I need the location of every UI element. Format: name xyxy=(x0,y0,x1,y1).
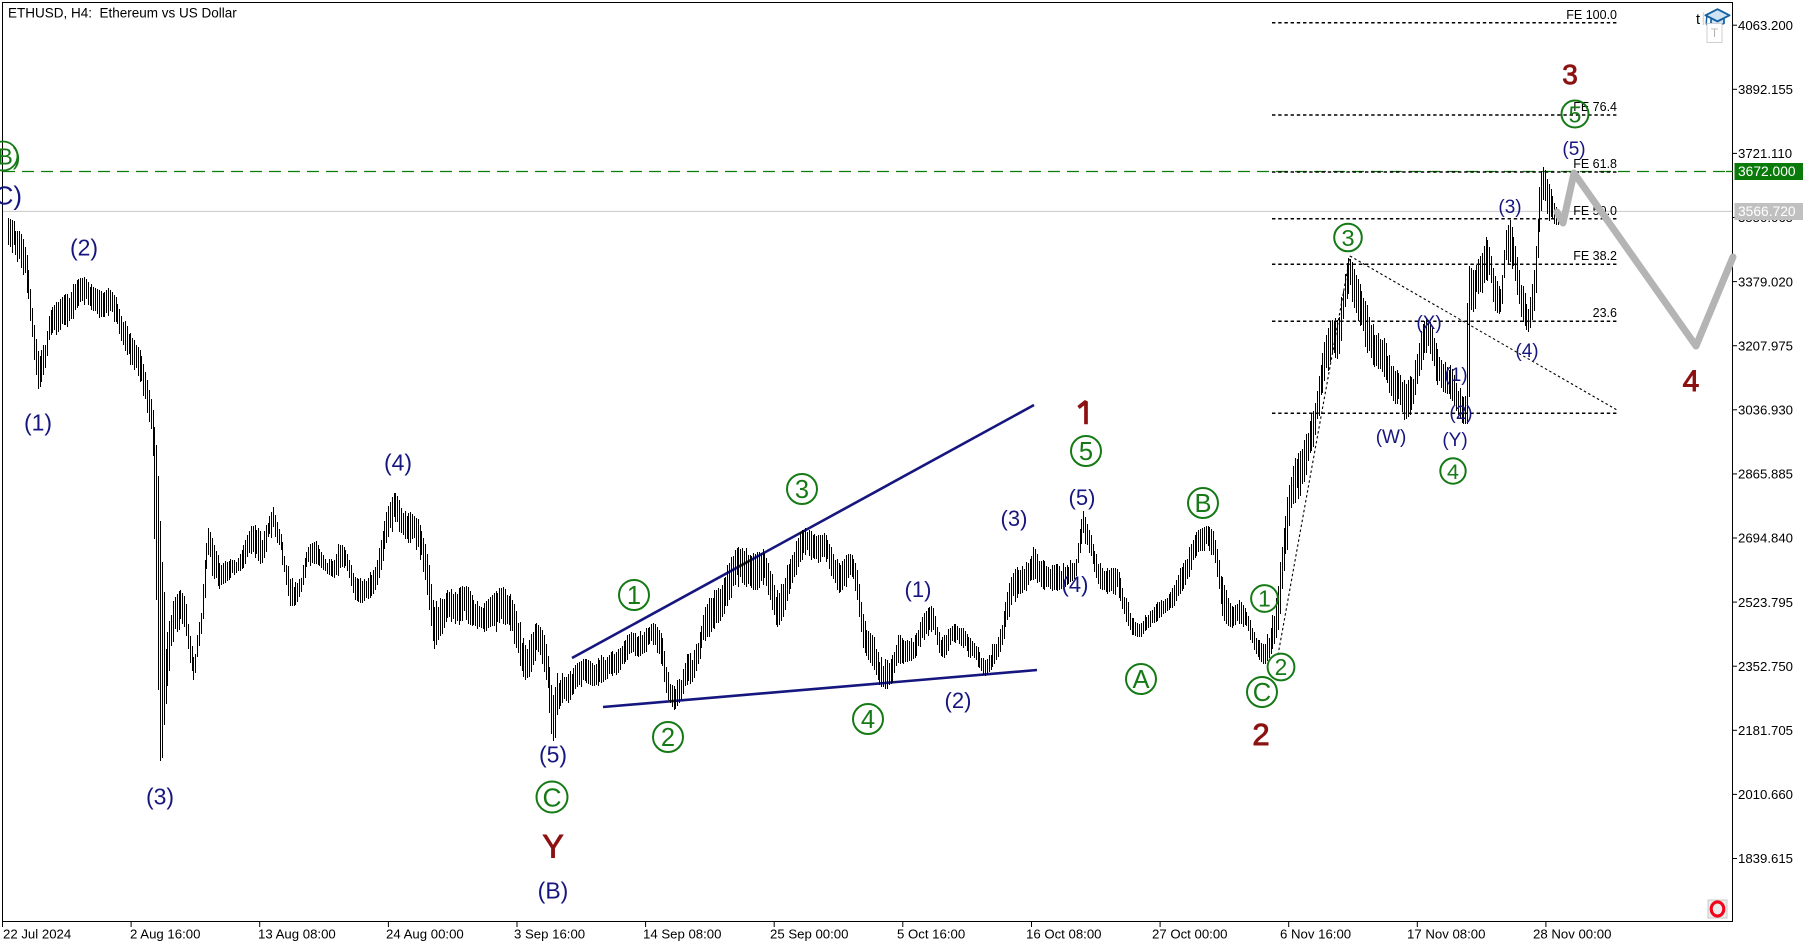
svg-text:C: C xyxy=(543,782,562,812)
svg-text:3892.155: 3892.155 xyxy=(1738,82,1793,97)
svg-text:22 Jul 2024: 22 Jul 2024 xyxy=(3,927,71,942)
svg-text:Y: Y xyxy=(542,829,563,865)
svg-text:3: 3 xyxy=(1562,59,1578,90)
svg-text:(X): (X) xyxy=(1416,313,1441,334)
svg-text:6 Nov 16:00: 6 Nov 16:00 xyxy=(1280,927,1351,942)
svg-text:(1): (1) xyxy=(1444,365,1467,386)
svg-text:A: A xyxy=(1132,666,1149,694)
svg-text:(C): (C) xyxy=(0,180,22,210)
svg-text:3036.930: 3036.930 xyxy=(1738,403,1793,418)
svg-text:(1): (1) xyxy=(905,577,932,602)
svg-text:17 Nov 08:00: 17 Nov 08:00 xyxy=(1407,927,1485,942)
svg-text:(W): (W) xyxy=(1376,427,1407,448)
svg-text:ETHUSD, H4: Ethereum vs US Do: ETHUSD, H4: Ethereum vs US Dollar xyxy=(8,6,237,21)
svg-text:(Y): (Y) xyxy=(1442,430,1467,451)
svg-text:2694.840: 2694.840 xyxy=(1738,531,1793,546)
svg-text:(2): (2) xyxy=(1449,403,1472,424)
svg-text:24 Aug 00:00: 24 Aug 00:00 xyxy=(386,927,464,942)
svg-text:25 Sep 00:00: 25 Sep 00:00 xyxy=(770,927,848,942)
svg-text:2523.795: 2523.795 xyxy=(1738,595,1793,610)
svg-text:1839.615: 1839.615 xyxy=(1738,851,1793,866)
svg-text:(1): (1) xyxy=(24,409,52,435)
svg-text:C: C xyxy=(1253,679,1271,707)
svg-text:FE 38.2: FE 38.2 xyxy=(1573,249,1617,263)
svg-text:(3): (3) xyxy=(1001,506,1028,531)
svg-text:3: 3 xyxy=(795,476,809,504)
svg-text:(2): (2) xyxy=(70,234,98,260)
svg-text:(4): (4) xyxy=(1062,572,1089,597)
svg-text:(5): (5) xyxy=(1069,485,1096,510)
svg-text:3566.720: 3566.720 xyxy=(1738,204,1796,219)
svg-text:14 Sep 08:00: 14 Sep 08:00 xyxy=(643,927,721,942)
svg-text:4: 4 xyxy=(1447,459,1459,484)
svg-text:T: T xyxy=(1711,26,1719,40)
svg-text:2352.750: 2352.750 xyxy=(1738,659,1793,674)
svg-text:4: 4 xyxy=(1683,365,1700,398)
svg-text:2010.660: 2010.660 xyxy=(1738,787,1793,802)
svg-text:2865.885: 2865.885 xyxy=(1738,467,1793,482)
svg-text:FE 61.8: FE 61.8 xyxy=(1573,157,1617,171)
svg-text:1: 1 xyxy=(1258,586,1271,612)
svg-text:2 Aug 16:00: 2 Aug 16:00 xyxy=(130,927,200,942)
svg-text:4063.200: 4063.200 xyxy=(1738,18,1793,33)
svg-text:13 Aug 08:00: 13 Aug 08:00 xyxy=(258,927,336,942)
svg-text:B: B xyxy=(1194,490,1211,518)
svg-text:B): B) xyxy=(0,143,21,169)
svg-text:23.6: 23.6 xyxy=(1593,306,1617,320)
svg-text:1: 1 xyxy=(627,582,641,610)
svg-text:4: 4 xyxy=(861,706,875,734)
svg-text:3672.000: 3672.000 xyxy=(1738,164,1796,179)
svg-text:5: 5 xyxy=(1079,438,1093,466)
svg-text:2: 2 xyxy=(1252,717,1269,752)
svg-text:3 Sep 16:00: 3 Sep 16:00 xyxy=(514,927,585,942)
svg-text:t: t xyxy=(1696,12,1700,28)
svg-text:(5): (5) xyxy=(1562,139,1585,160)
svg-text:3721.110: 3721.110 xyxy=(1738,146,1792,161)
svg-text:2181.705: 2181.705 xyxy=(1738,723,1793,738)
svg-text:27 Oct 00:00: 27 Oct 00:00 xyxy=(1152,927,1228,942)
svg-text:(4): (4) xyxy=(1515,341,1538,362)
svg-text:3: 3 xyxy=(1341,225,1354,251)
svg-text:(B): (B) xyxy=(538,877,569,903)
svg-text:(3): (3) xyxy=(1498,197,1521,218)
svg-text:5: 5 xyxy=(1569,101,1582,127)
svg-text:16 Oct 08:00: 16 Oct 08:00 xyxy=(1026,927,1102,942)
svg-text:2: 2 xyxy=(661,724,675,752)
svg-text:(4): (4) xyxy=(384,449,412,475)
svg-text:2: 2 xyxy=(1275,654,1288,680)
svg-text:(2): (2) xyxy=(945,688,972,713)
svg-text:28 Nov 00:00: 28 Nov 00:00 xyxy=(1533,927,1611,942)
svg-text:(5): (5) xyxy=(539,741,567,767)
svg-text:(3): (3) xyxy=(146,783,174,809)
svg-text:3379.020: 3379.020 xyxy=(1738,274,1793,289)
svg-text:FE 100.0: FE 100.0 xyxy=(1566,8,1617,22)
svg-text:5 Oct 16:00: 5 Oct 16:00 xyxy=(897,927,965,942)
svg-text:3207.975: 3207.975 xyxy=(1738,338,1793,353)
